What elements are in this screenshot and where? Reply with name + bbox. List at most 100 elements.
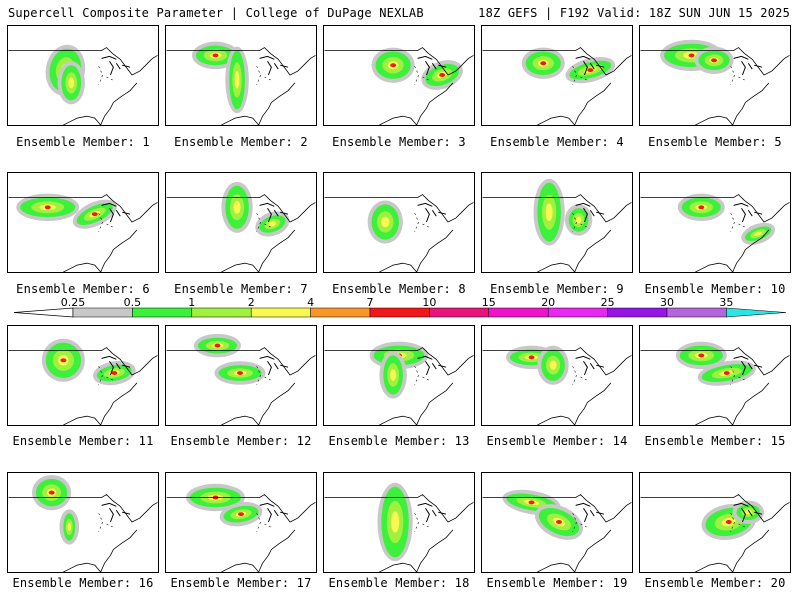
great-lakes <box>575 55 605 76</box>
colorbar-segment <box>191 307 252 318</box>
colorbar-tick-label: 2 <box>248 296 255 309</box>
great-lakes <box>101 202 131 223</box>
great-lakes <box>259 55 289 76</box>
member-label: Ensemble Member: 13 <box>328 434 470 448</box>
hatch-marks <box>414 366 431 385</box>
great-lakes <box>101 55 131 76</box>
member-label: Ensemble Member: 11 <box>12 434 154 448</box>
ensemble-map-panel <box>639 172 791 273</box>
scp-field <box>506 345 569 385</box>
scp-field <box>32 474 80 545</box>
map-plot <box>166 483 316 572</box>
map-plot <box>482 345 632 425</box>
hatch-marks <box>572 513 589 532</box>
coastline-border <box>482 194 632 272</box>
colorbar-tick-label: 30 <box>660 296 674 309</box>
coastline-border <box>324 194 474 272</box>
coastline-border <box>166 494 316 572</box>
member-label: Ensemble Member: 7 <box>174 282 308 296</box>
ensemble-map-panel <box>639 25 791 126</box>
ensemble-map-panel <box>323 25 475 126</box>
ensemble-map-panel <box>7 472 159 573</box>
member-label: Ensemble Member: 3 <box>332 135 466 149</box>
coastline-border <box>482 347 632 425</box>
colorbar-segment <box>607 307 668 318</box>
great-lakes <box>259 202 289 223</box>
great-lakes <box>733 502 763 523</box>
coastline-border <box>482 47 632 125</box>
ensemble-map-panel <box>481 472 633 573</box>
map-plot <box>8 474 158 572</box>
ensemble-map-panel <box>481 325 633 426</box>
great-lakes <box>259 355 289 376</box>
colorbar-tick-label: 4 <box>307 296 314 309</box>
coastline-border <box>640 194 790 272</box>
scp-field <box>45 44 86 105</box>
ensemble-map-panel <box>165 472 317 573</box>
scp-field <box>533 178 593 246</box>
coastline-border <box>166 194 316 272</box>
colorbar-segment <box>72 307 133 318</box>
great-lakes <box>733 55 763 76</box>
scp-field <box>191 41 249 114</box>
map-plot <box>8 338 158 425</box>
scp-field <box>193 333 266 385</box>
coastline-border <box>8 47 158 125</box>
map-plot <box>166 181 316 272</box>
colorbar-tick-label: 15 <box>482 296 496 309</box>
map-plot <box>482 178 632 272</box>
scp-field <box>521 47 616 84</box>
hatch-marks <box>730 366 747 385</box>
member-label: Ensemble Member: 1 <box>16 135 150 149</box>
colorbar-segment <box>369 307 430 318</box>
map-plot <box>640 494 790 572</box>
great-lakes <box>575 502 605 523</box>
colorbar-tick-label: 1 <box>188 296 195 309</box>
coastline-border <box>482 494 632 572</box>
scp-field <box>701 500 765 541</box>
colorbar-segment <box>250 307 311 318</box>
coastline-border <box>8 347 158 425</box>
colorbar-segment <box>132 307 193 318</box>
hatch-marks <box>256 366 273 385</box>
coastline-border <box>8 194 158 272</box>
great-lakes <box>101 355 131 376</box>
coastline-border <box>166 47 316 125</box>
coastline-border <box>640 47 790 125</box>
map-plot <box>324 341 474 425</box>
map-plot <box>482 489 632 572</box>
ensemble-map-panel <box>323 472 475 573</box>
ensemble-map-panel <box>165 25 317 126</box>
hatch-marks <box>414 213 431 232</box>
scp-field <box>677 193 776 245</box>
ensemble-map-panel <box>481 25 633 126</box>
great-lakes <box>575 355 605 376</box>
ensemble-map-panel <box>165 325 317 426</box>
member-label: Ensemble Member: 16 <box>12 576 154 590</box>
member-label: Ensemble Member: 14 <box>486 434 628 448</box>
great-lakes <box>417 355 447 376</box>
scp-field <box>367 200 403 244</box>
map-plot <box>8 44 158 125</box>
map-plot <box>166 333 316 425</box>
colorbar-segment <box>310 307 371 318</box>
hatch-marks <box>256 513 273 532</box>
ensemble-map-panel <box>323 325 475 426</box>
colorbar-left-arrow <box>13 307 74 318</box>
colorbar-segment <box>488 307 549 318</box>
colorbar-tick-label: 20 <box>541 296 555 309</box>
ensemble-map-panel <box>7 172 159 273</box>
scp-field <box>186 483 263 527</box>
hatch-marks <box>730 66 747 85</box>
member-label: Ensemble Member: 19 <box>486 576 628 590</box>
great-lakes <box>417 55 447 76</box>
coastline-border <box>640 494 790 572</box>
member-label: Ensemble Member: 15 <box>644 434 786 448</box>
map-plot <box>482 47 632 125</box>
hatch-marks <box>572 366 589 385</box>
hatch-marks <box>256 213 273 232</box>
member-label: Ensemble Member: 2 <box>174 135 308 149</box>
member-label: Ensemble Member: 18 <box>328 576 470 590</box>
member-label: Ensemble Member: 10 <box>644 282 786 296</box>
hatch-marks <box>414 513 431 532</box>
